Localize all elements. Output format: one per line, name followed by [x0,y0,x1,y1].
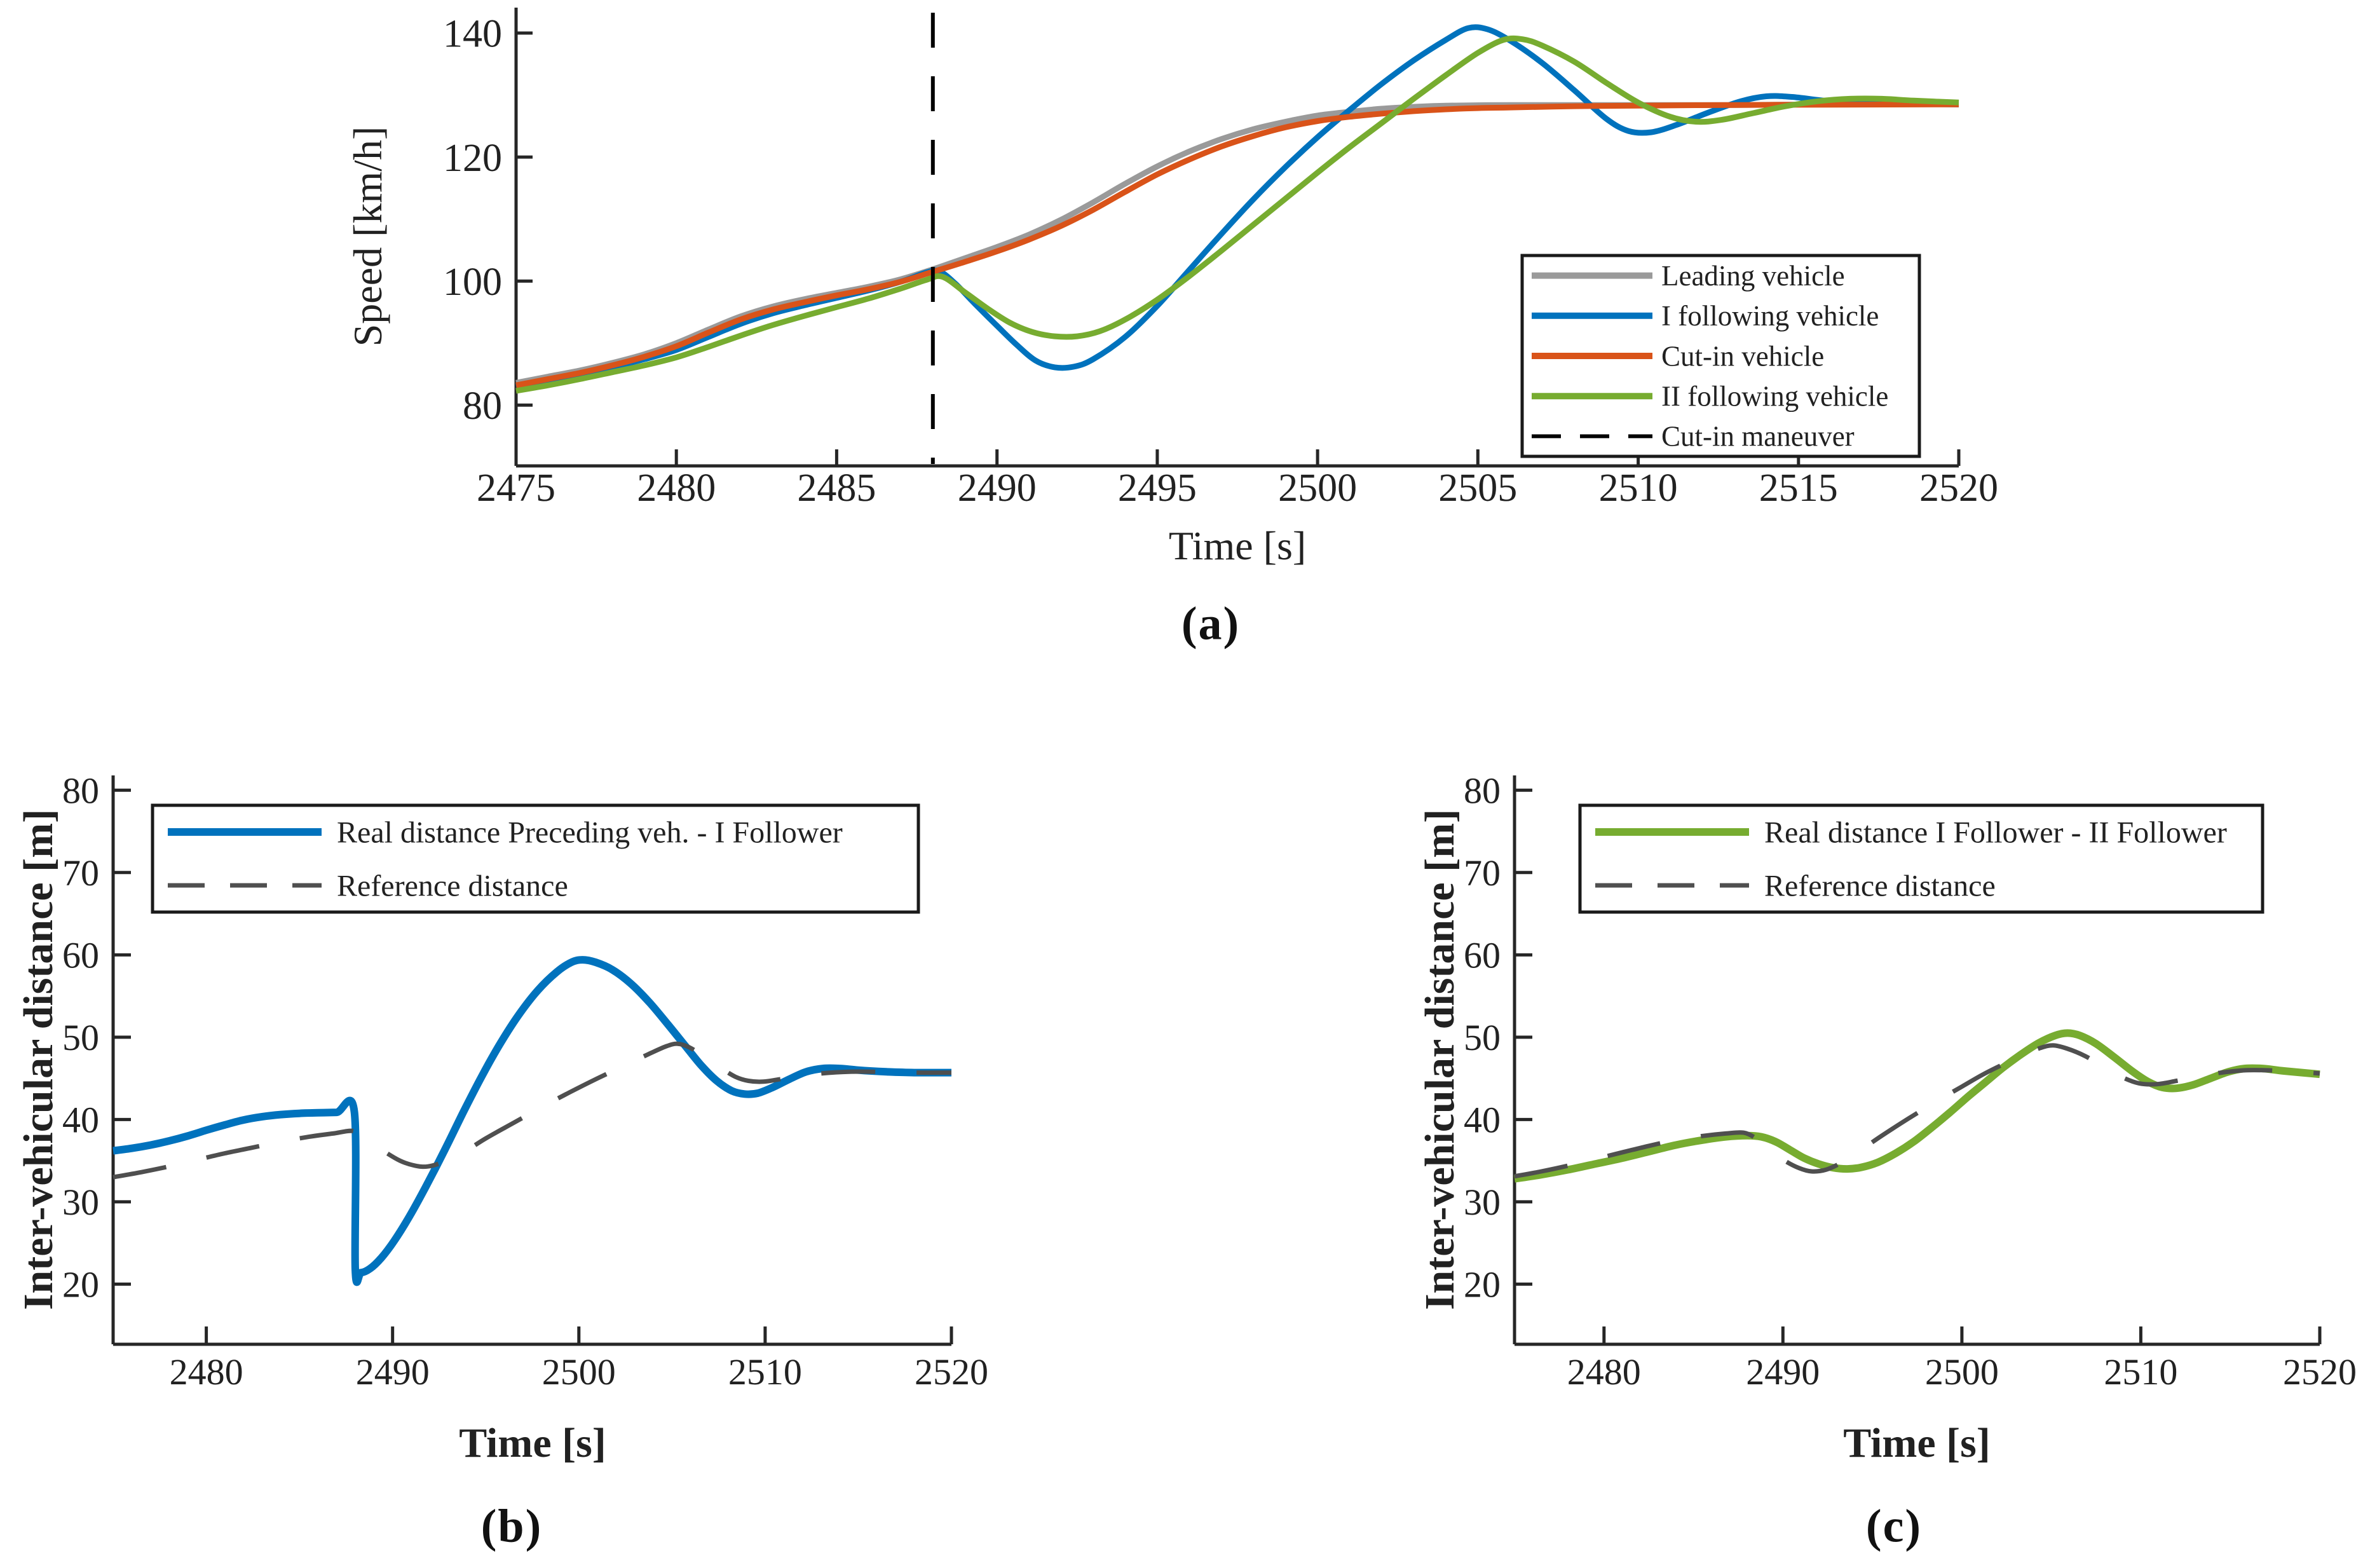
y-tick-label: 100 [443,261,502,304]
y-tick-label: 80 [1464,770,1501,812]
chart-b: 2480 2490 2500 2510 2520 20 30 40 50 60 70 80 Time [… [15,770,988,1466]
y-tick-label: 30 [1464,1182,1501,1223]
x-tick-label: 2520 [2283,1351,2356,1393]
legend-label: Reference distance [1764,869,1996,903]
x-tick-label: 2510 [2104,1351,2177,1393]
caption-a: (a) [1181,597,1241,650]
legend-label: Reference distance [337,869,568,903]
x-tick-label: 2490 [1746,1351,1820,1393]
series-i-following-vehicle [515,24,1959,390]
y-tick-label: 50 [62,1017,99,1058]
y-tick-label: 80 [62,770,99,812]
series-real-distance-preceding-veh-i-follower [112,956,952,1286]
series-reference-distance [1514,1043,2320,1179]
x-tick-label: 2475 [477,467,555,510]
legend-box [1578,803,2264,914]
y-tick-label: 70 [62,852,99,894]
x-tick-label: 2500 [1925,1351,1999,1393]
legend-a: Leading vehicle I following vehicle Cut-in… [1520,254,1921,458]
y-tick-label: 60 [62,935,99,976]
x-axis-label: Time [s] [1843,1420,1991,1466]
series-cut-in-vehicle [515,101,1959,388]
x-tick-label: 2480 [170,1351,243,1393]
x-tick-label: 2480 [1567,1351,1641,1393]
legend-b: Real distance Preceding veh. - I Followe… [151,803,920,914]
x-tick-label: 2495 [1118,467,1197,510]
x-tick-label: 2480 [637,467,716,510]
y-tick-label: 40 [62,1100,99,1141]
series-real-distance-i-follower-ii-follower [1514,1029,2320,1183]
x-tick-label: 2510 [1599,467,1678,510]
y-tick-label: 60 [1464,935,1501,976]
legend-label: Leading vehicle [1661,260,1845,292]
x-tick-label: 2515 [1759,467,1838,510]
x-tick-label: 2490 [958,467,1037,510]
y-axis-label: Inter-vehicular distance [m] [1417,809,1463,1310]
y-tick-label: 30 [62,1182,99,1223]
y-tick-label: 80 [463,385,502,428]
caption-c: (c) [1865,1500,1923,1553]
x-axis-label: Time [s] [459,1420,606,1466]
y-axis-label: Speed [km/h] [345,126,390,347]
x-tick-label: 2520 [1919,467,1998,510]
legend-box [151,803,920,914]
x-tick-label: 2520 [915,1351,988,1393]
x-axis-label: Time [s] [1169,523,1306,568]
legend-label: II following vehicle [1661,381,1888,412]
series-reference-distance [112,1041,952,1180]
chart-c: 2480 2490 2500 2510 2520 20 30 40 50 60 70 80 Time [… [1417,770,2356,1466]
legend-label: Cut-in vehicle [1661,340,1824,372]
y-axis-label: Inter-vehicular distance [m] [15,809,62,1310]
caption-b: (b) [480,1500,543,1553]
y-tick-label: 20 [1464,1264,1501,1306]
y-tick-label: 40 [1464,1100,1501,1141]
y-tick-label: 20 [62,1264,99,1306]
legend-label: I following vehicle [1661,300,1879,332]
series-ii-following-vehicle [515,35,1959,394]
legend-label: Cut-in maneuver [1661,421,1855,453]
x-tick-label: 2510 [728,1351,802,1393]
x-tick-label: 2500 [542,1351,616,1393]
x-tick-label: 2500 [1278,467,1357,510]
y-tick-label: 140 [443,13,502,56]
y-tick-label: 120 [443,137,502,180]
legend-c: Real distance I Follower - II Follower Re… [1578,803,2264,914]
x-tick-label: 2490 [356,1351,430,1393]
legend-label: Real distance I Follower - II Follower [1764,815,2227,849]
y-tick-label: 70 [1464,852,1501,894]
x-tick-label: 2485 [797,467,876,510]
legend-label: Real distance Preceding veh. - I Followe… [337,815,843,849]
y-tick-label: 50 [1464,1017,1501,1058]
x-tick-label: 2505 [1438,467,1517,510]
chart-a: 2475 2480 2485 2490 2495 2500 2505 2510 2515 2520… [345,8,1998,568]
